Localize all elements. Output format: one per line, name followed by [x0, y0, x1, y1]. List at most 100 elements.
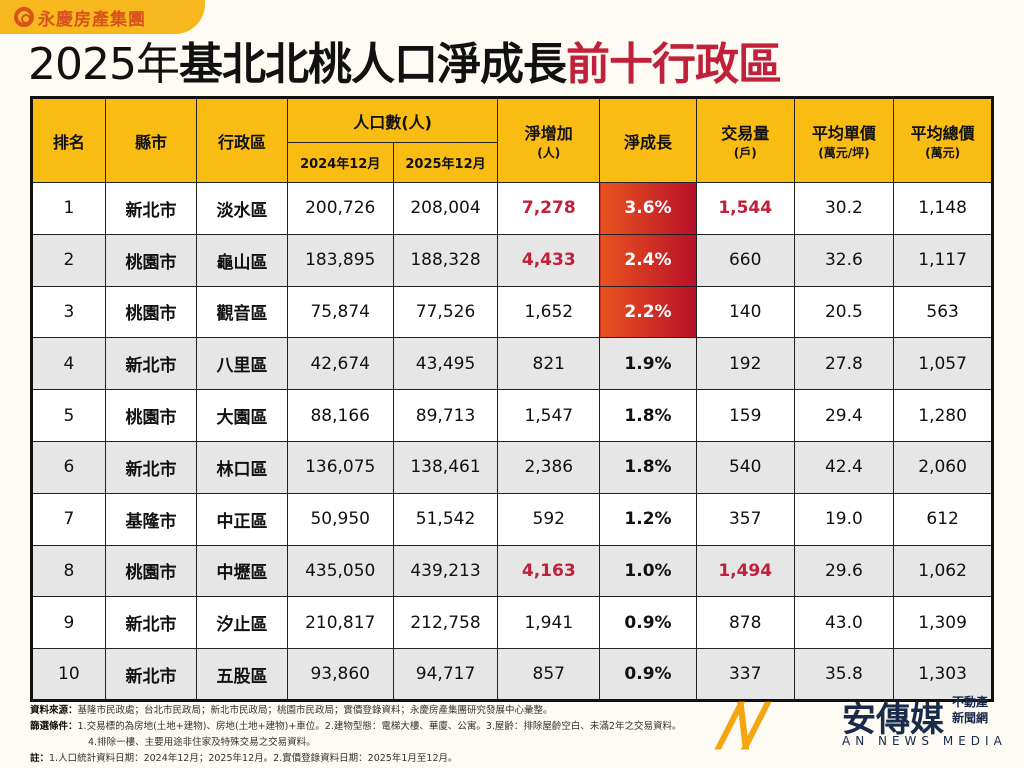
cell-pop-2025: 208,004 — [392, 182, 499, 235]
cell-city: 桃園市 — [104, 233, 198, 287]
cell-pop-2025: 43,495 — [392, 337, 499, 391]
cell-transactions: 140 — [695, 285, 795, 339]
table-row: 4 新北市 八里區 42,674 43,495 821 1.9% 192 27.8 1,057 — [31, 337, 993, 391]
cell-unit-price: 20.5 — [793, 285, 895, 339]
cell-transactions: 878 — [695, 596, 795, 650]
cell-city: 基隆市 — [104, 492, 198, 546]
cell-net-growth: 1.2% — [599, 492, 697, 546]
cell-city: 新北市 — [104, 337, 198, 391]
cell-pop-2024: 435,050 — [286, 544, 394, 598]
source-note: 資料來源：基隆市民政處；台北市民政局；新北市民政局；桃園市民政局；實價登錄資料；… — [30, 705, 553, 716]
cell-district: 林口區 — [196, 440, 288, 494]
table-row: 3 桃園市 觀音區 75,874 77,526 1,652 2.2% 140 20.5 563 — [31, 285, 993, 339]
cell-transactions: 660 — [695, 233, 795, 287]
cell-pop-2025: 94,717 — [392, 648, 499, 701]
cell-net-increase: 1,652 — [497, 285, 601, 339]
cell-unit-price: 43.0 — [793, 596, 895, 650]
cell-net-increase: 7,278 — [497, 182, 601, 235]
watermark-logo: /\/ 安傳媒 不動產 新聞網 AN NEWS MEDIA — [720, 690, 1010, 760]
cell-net-increase: 592 — [497, 492, 601, 546]
cell-total-price: 1,303 — [893, 648, 993, 701]
cell-pop-2025: 51,542 — [392, 492, 499, 546]
header-rank: 排名 — [31, 97, 106, 183]
cell-pop-2024: 42,674 — [286, 337, 394, 391]
header-district: 行政區 — [196, 97, 288, 183]
brand-logo: 永慶房產集團 — [0, 0, 205, 34]
header-avg-unit-price: 平均單價 (萬元/坪) — [793, 97, 895, 183]
cell-net-growth: 1.8% — [599, 389, 697, 442]
cell-rank: 3 — [31, 285, 106, 339]
cell-transactions: 357 — [695, 492, 795, 546]
cell-pop-2024: 183,895 — [286, 233, 394, 287]
title-highlight: 前十行政區 — [565, 39, 782, 90]
cell-pop-2025: 77,526 — [392, 285, 499, 339]
cell-net-increase: 4,433 — [497, 233, 601, 287]
cell-unit-price: 29.6 — [793, 544, 895, 598]
cell-district: 汐止區 — [196, 596, 288, 650]
cell-total-price: 1,309 — [893, 596, 993, 650]
cell-total-price: 612 — [893, 492, 993, 546]
cell-net-growth: 2.2% — [599, 285, 697, 339]
cell-total-price: 1,148 — [893, 182, 993, 235]
title-year: 2025年 — [28, 39, 180, 90]
cell-pop-2024: 210,817 — [286, 596, 394, 650]
table-row: 9 新北市 汐止區 210,817 212,758 1,941 0.9% 878 43.0 1,3… — [31, 596, 993, 650]
cell-net-increase: 2,386 — [497, 440, 601, 494]
cell-rank: 4 — [31, 337, 106, 391]
an-logo-mark-icon: /\/ — [720, 690, 767, 758]
watermark-en: AN NEWS MEDIA — [842, 734, 1007, 748]
cell-city: 桃園市 — [104, 544, 198, 598]
cell-total-price: 1,117 — [893, 233, 993, 287]
cell-pop-2025: 212,758 — [392, 596, 499, 650]
cell-net-increase: 821 — [497, 337, 601, 391]
cell-rank: 7 — [31, 492, 106, 546]
cell-rank: 9 — [31, 596, 106, 650]
cell-net-growth: 0.9% — [599, 648, 697, 701]
table-row: 5 桃園市 大園區 88,166 89,713 1,547 1.8% 159 29.4 1,280 — [31, 389, 993, 442]
cell-unit-price: 32.6 — [793, 233, 895, 287]
cell-district: 中壢區 — [196, 544, 288, 598]
cell-pop-2025: 188,328 — [392, 233, 499, 287]
header-net-increase: 淨增加 (人) — [497, 97, 601, 183]
table-row: 1 新北市 淡水區 200,726 208,004 7,278 3.6% 1,544 30.2 1… — [31, 182, 993, 235]
cell-pop-2025: 89,713 — [392, 389, 499, 442]
cell-transactions: 540 — [695, 440, 795, 494]
cell-total-price: 1,057 — [893, 337, 993, 391]
cell-unit-price: 27.8 — [793, 337, 895, 391]
cell-unit-price: 35.8 — [793, 648, 895, 701]
cell-pop-2024: 200,726 — [286, 182, 394, 235]
cell-district: 淡水區 — [196, 182, 288, 235]
cell-district: 觀音區 — [196, 285, 288, 339]
cell-pop-2024: 50,950 — [286, 492, 394, 546]
cell-pop-2024: 75,874 — [286, 285, 394, 339]
watermark-tag: 不動產 新聞網 — [952, 695, 989, 725]
cell-city: 新北市 — [104, 182, 198, 235]
table-row: 7 基隆市 中正區 50,950 51,542 592 1.2% 357 19.0 612 — [31, 492, 993, 546]
header-population: 人口數(人) — [286, 97, 499, 143]
cell-pop-2025: 439,213 — [392, 544, 499, 598]
cell-net-growth: 1.9% — [599, 337, 697, 391]
cell-rank: 6 — [31, 440, 106, 494]
cell-total-price: 2,060 — [893, 440, 993, 494]
cell-net-growth: 1.0% — [599, 544, 697, 598]
cell-unit-price: 30.2 — [793, 182, 895, 235]
table-row: 10 新北市 五股區 93,860 94,717 857 0.9% 337 35.8 1,303 — [31, 648, 993, 701]
cell-net-growth: 2.4% — [599, 233, 697, 287]
cell-transactions: 1,494 — [695, 544, 795, 598]
cell-pop-2025: 138,461 — [392, 440, 499, 494]
ranking-table: 排名 縣市 行政區 人口數(人) 淨增加 (人) 淨成長 交易量 (戶) 平均單價(… — [30, 96, 994, 702]
cell-net-growth: 1.8% — [599, 440, 697, 494]
footnotes: 資料來源：基隆市民政處；台北市民政局；新北市民政局；桃園市民政局；實價登錄資料；… — [30, 703, 681, 767]
cell-total-price: 1,062 — [893, 544, 993, 598]
watermark-name: 安傳媒 — [842, 700, 944, 740]
cell-rank: 1 — [31, 182, 106, 235]
cell-district: 八里區 — [196, 337, 288, 391]
cell-pop-2024: 136,075 — [286, 440, 394, 494]
brand-name: 永慶房產集團 — [38, 9, 146, 30]
header-pop-2025: 2025年12月 — [392, 142, 499, 183]
filter-note: 篩選條件：1.交易標的為房地(土地+建物)、房地(土地+建物)+車位。2.建物型… — [30, 721, 682, 732]
cell-total-price: 563 — [893, 285, 993, 339]
header-net-growth: 淨成長 — [599, 97, 697, 183]
cell-net-increase: 857 — [497, 648, 601, 701]
cell-district: 大園區 — [196, 389, 288, 442]
